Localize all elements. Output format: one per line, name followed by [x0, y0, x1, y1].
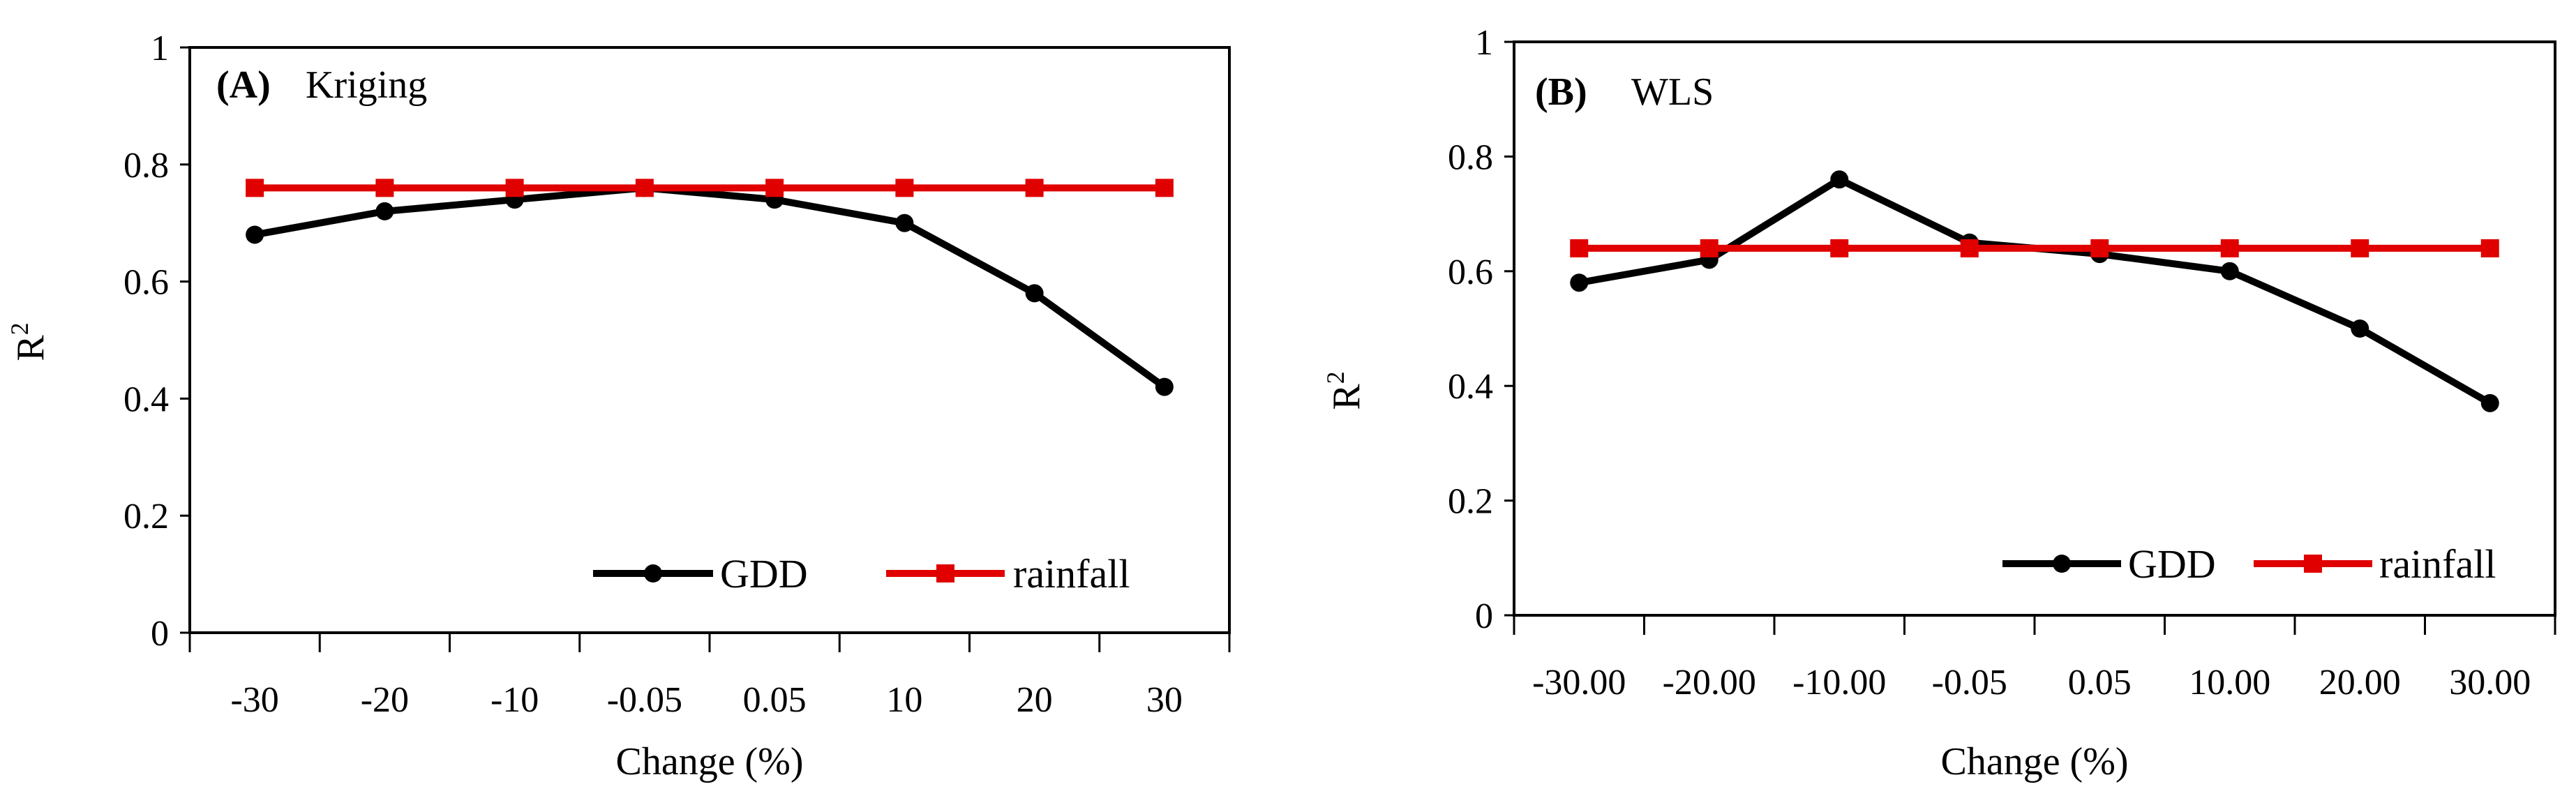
y-tick-label: 0.4: [123, 379, 169, 419]
data-point-gdd: [1025, 284, 1044, 303]
panel-a: 0 0.2 0.4 0.6 0.8 1 -30 -20 -10 -0.05 0.05 10 20 30 R2…: [6, 29, 1231, 783]
y-tick-label: 0: [151, 614, 169, 654]
data-point-rainfall: [1830, 239, 1849, 257]
y-axis-title-superscript: 2: [1321, 371, 1349, 384]
data-point-gdd: [246, 225, 264, 244]
plot-frame: [188, 46, 1231, 634]
y-axis-title: R2: [1321, 371, 1368, 409]
data-point-rainfall: [1570, 239, 1589, 257]
legend-label-gdd: GDD: [2128, 541, 2216, 587]
x-tick-label: -20: [361, 680, 409, 720]
y-tick-label: 0.2: [1448, 482, 1493, 522]
plot-frame: [1513, 40, 2556, 617]
data-point-rainfall: [375, 179, 394, 197]
panel-label: (B): [1535, 70, 1587, 114]
x-tick-label: 10.00: [2189, 663, 2270, 702]
series-rainfall: [246, 179, 1174, 197]
data-point-gdd: [1830, 170, 1849, 189]
data-point-rainfall: [2480, 239, 2499, 257]
legend-marker-rainfall: [2304, 555, 2322, 573]
x-tick-label: -0.05: [607, 680, 682, 720]
data-point-rainfall: [2090, 239, 2109, 257]
legend-label-rainfall: rainfall: [2379, 541, 2496, 587]
legend: GDD rainfall: [593, 551, 1130, 596]
data-point-gdd: [1570, 273, 1589, 292]
data-point-rainfall: [765, 179, 784, 197]
data-point-gdd: [2480, 393, 2499, 412]
data-point-rainfall: [1700, 239, 1718, 257]
series-gdd: [1570, 170, 2499, 412]
x-tick-label: 30.00: [2449, 663, 2531, 702]
data-point-rainfall: [1155, 179, 1174, 197]
x-tick-label: -10.00: [1792, 663, 1886, 702]
x-tick-label: 20: [1017, 680, 1053, 720]
x-axis-title: Change (%): [615, 740, 803, 783]
data-point-rainfall: [505, 179, 524, 197]
y-axis-title: R2: [6, 322, 52, 361]
data-point-rainfall: [1025, 179, 1044, 197]
y-tick-label: 0.6: [1448, 253, 1493, 292]
legend-marker-gdd: [2053, 555, 2071, 573]
panel-label: (A): [216, 63, 271, 107]
legend-marker-rainfall: [936, 564, 954, 582]
x-tick-label: 0.05: [743, 680, 807, 720]
x-tick-label: 0.05: [2068, 663, 2132, 702]
x-tick-label: -20.00: [1663, 663, 1756, 702]
y-tick-label: 1: [151, 29, 169, 68]
data-point-rainfall: [246, 179, 264, 197]
legend: GDD rainfall: [2002, 541, 2496, 587]
data-point-rainfall: [895, 179, 914, 197]
legend-label-rainfall: rainfall: [1013, 551, 1130, 596]
data-point-gdd: [2351, 319, 2369, 338]
x-tick-label: -30: [230, 680, 278, 720]
y-tick-label: 1: [1475, 23, 1493, 63]
x-tick-label: 20.00: [2319, 663, 2401, 702]
y-tick-label: 0.6: [123, 263, 169, 303]
data-point-gdd: [375, 202, 394, 220]
series-rainfall: [1570, 239, 2499, 257]
y-tick-label: 0.8: [123, 146, 169, 186]
y-axis-title-main: R: [9, 335, 52, 361]
x-tick-label: -10: [491, 680, 539, 720]
series-line-gdd: [254, 184, 1167, 390]
data-point-rainfall: [1960, 239, 1979, 257]
y-tick-label: 0.4: [1448, 367, 1493, 407]
series-gdd: [246, 179, 1174, 396]
y-tick-label: 0: [1475, 596, 1493, 636]
y-tick-label: 0.8: [1448, 137, 1493, 177]
data-point-gdd: [2220, 262, 2239, 280]
y-axis-title-main: R: [1325, 384, 1368, 410]
data-point-rainfall: [635, 179, 654, 197]
panel-title: WLS: [1631, 70, 1714, 114]
data-point-rainfall: [2351, 239, 2369, 257]
legend-marker-gdd: [644, 564, 662, 582]
x-tick-label: -0.05: [1932, 663, 2007, 702]
panel-b: 0 0.2 0.4 0.6 0.8 1 -30.00 -20.00 -10.00 -0.05 0.0…: [1321, 23, 2556, 783]
data-point-rainfall: [2220, 239, 2239, 257]
series-line-gdd: [1578, 176, 2492, 407]
x-tick-label: -30.00: [1532, 663, 1626, 702]
panel-title: Kriging: [306, 63, 427, 107]
x-axis-title: Change (%): [1940, 740, 2128, 783]
x-tick-label: 10: [886, 680, 922, 720]
legend-label-gdd: GDD: [720, 551, 808, 596]
data-point-gdd: [1155, 377, 1174, 396]
data-point-gdd: [895, 213, 914, 232]
x-tick-label: 30: [1146, 680, 1183, 720]
y-axis-title-superscript: 2: [6, 322, 33, 335]
y-tick-label: 0.2: [123, 497, 169, 536]
